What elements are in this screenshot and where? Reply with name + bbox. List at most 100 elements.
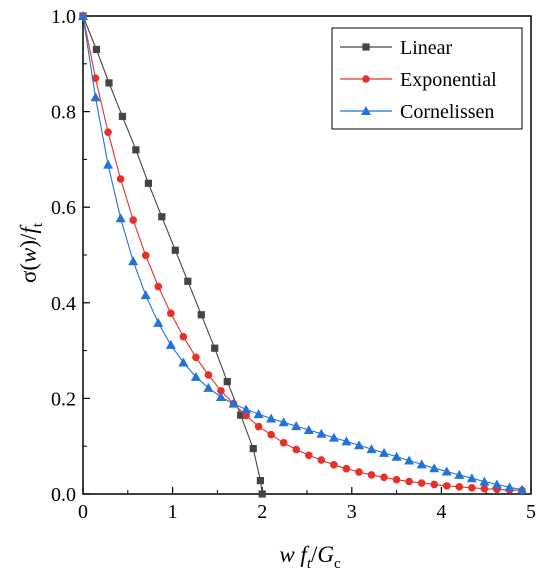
legend: Linear Exponential Cornelissen — [331, 27, 523, 130]
point-linear — [158, 213, 166, 221]
point-linear — [184, 277, 192, 285]
series-linear — [79, 12, 266, 498]
x-tick-label: 4 — [436, 501, 446, 523]
point-exponential — [317, 456, 326, 464]
legend-item-linear: Linear — [340, 37, 453, 59]
point-exponential — [330, 461, 338, 469]
point-exponential — [480, 484, 489, 493]
series-layer — [78, 11, 528, 498]
point-cornelissen — [128, 256, 139, 266]
point-exponential — [279, 439, 288, 447]
y-tick-label: 0.6 — [51, 197, 76, 219]
point-exponential — [455, 483, 464, 491]
series-line-linear — [82, 15, 263, 495]
point-exponential — [380, 473, 388, 482]
x-tick-label: 1 — [168, 501, 178, 523]
legend-label-linear: Linear — [400, 37, 453, 59]
point-exponential — [355, 468, 363, 476]
point-exponential — [154, 282, 163, 291]
legend-item-cornelissen: Cornelissen — [340, 101, 494, 123]
point-exponential — [468, 483, 476, 492]
point-exponential — [242, 411, 250, 420]
point-cornelissen — [203, 382, 214, 392]
point-cornelissen — [178, 357, 189, 367]
point-exponential — [192, 353, 200, 362]
x-tick-label: 2 — [257, 501, 267, 523]
point-cornelissen — [466, 473, 477, 483]
point-exponential — [304, 451, 313, 460]
point-exponential — [417, 479, 426, 487]
point-linear — [211, 344, 219, 352]
point-cornelissen — [165, 339, 176, 349]
point-cornelissen — [103, 159, 114, 169]
point-cornelissen — [429, 463, 440, 473]
point-cornelissen — [266, 413, 277, 423]
point-cornelissen — [441, 466, 452, 476]
legend-marker-exponential — [362, 75, 370, 83]
point-cornelissen — [366, 444, 377, 454]
point-linear — [105, 79, 113, 87]
point-exponential — [179, 332, 188, 341]
point-linear — [197, 311, 205, 319]
point-cornelissen — [404, 455, 415, 465]
point-linear — [92, 45, 101, 54]
point-cornelissen — [291, 421, 302, 431]
legend-item-exponential: Exponential — [340, 69, 497, 91]
point-cornelissen — [140, 290, 151, 300]
x-tick-label: 5 — [526, 501, 536, 523]
series-cornelissen — [78, 11, 528, 494]
point-cornelissen — [303, 424, 314, 434]
x-tick-label: 3 — [347, 501, 357, 523]
point-cornelissen — [78, 11, 88, 20]
point-exponential — [442, 482, 451, 490]
point-linear — [256, 477, 265, 485]
y-axis-label: σ(w)/ft — [16, 222, 46, 283]
point-cornelissen — [454, 469, 465, 479]
axis-tick-labels: 0 1 2 3 4 5 0.0 0.2 0.4 0.6 0.8 1.0 — [51, 6, 536, 523]
y-tick-label: 0.2 — [51, 388, 76, 410]
point-cornelissen — [228, 398, 239, 408]
point-cornelissen — [379, 447, 390, 457]
series-exponential — [79, 12, 526, 495]
point-cornelissen — [215, 391, 226, 401]
point-cornelissen — [278, 417, 289, 427]
point-cornelissen — [153, 317, 164, 327]
legend-label-exponential: Exponential — [400, 69, 497, 91]
point-linear — [258, 490, 266, 498]
point-exponential — [217, 386, 225, 395]
point-exponential — [430, 480, 439, 489]
point-cornelissen — [190, 371, 201, 381]
point-cornelissen — [517, 484, 528, 494]
point-exponential — [104, 128, 112, 136]
point-exponential — [292, 445, 301, 454]
point-linear — [223, 378, 231, 386]
point-cornelissen — [115, 213, 126, 223]
point-cornelissen — [479, 476, 490, 486]
y-tick-label: 0.8 — [51, 102, 76, 124]
point-cornelissen — [90, 92, 101, 102]
point-exponential — [91, 74, 100, 82]
y-tick-label: 0.4 — [51, 293, 76, 315]
point-linear — [118, 112, 127, 120]
point-linear — [237, 411, 245, 419]
y-tick-label: 1.0 — [51, 6, 76, 28]
point-exponential — [204, 371, 213, 379]
point-cornelissen — [504, 482, 515, 492]
point-cornelissen — [391, 451, 402, 461]
point-cornelissen — [353, 440, 364, 450]
point-exponential — [267, 430, 275, 439]
x-axis-label: w ft/Gc — [279, 542, 341, 572]
point-exponential — [392, 475, 401, 484]
point-linear — [144, 179, 153, 187]
point-cornelissen — [491, 479, 502, 489]
point-cornelissen — [241, 404, 252, 414]
point-exponential — [254, 422, 263, 431]
x-tick-label: 0 — [78, 501, 88, 523]
legend-label-cornelissen: Cornelissen — [400, 101, 494, 123]
point-cornelissen — [328, 432, 339, 442]
point-exponential — [129, 216, 137, 224]
legend-marker-cornelissen — [361, 106, 371, 115]
point-cornelissen — [341, 436, 352, 446]
point-exponential — [367, 471, 376, 479]
point-linear — [249, 444, 257, 453]
